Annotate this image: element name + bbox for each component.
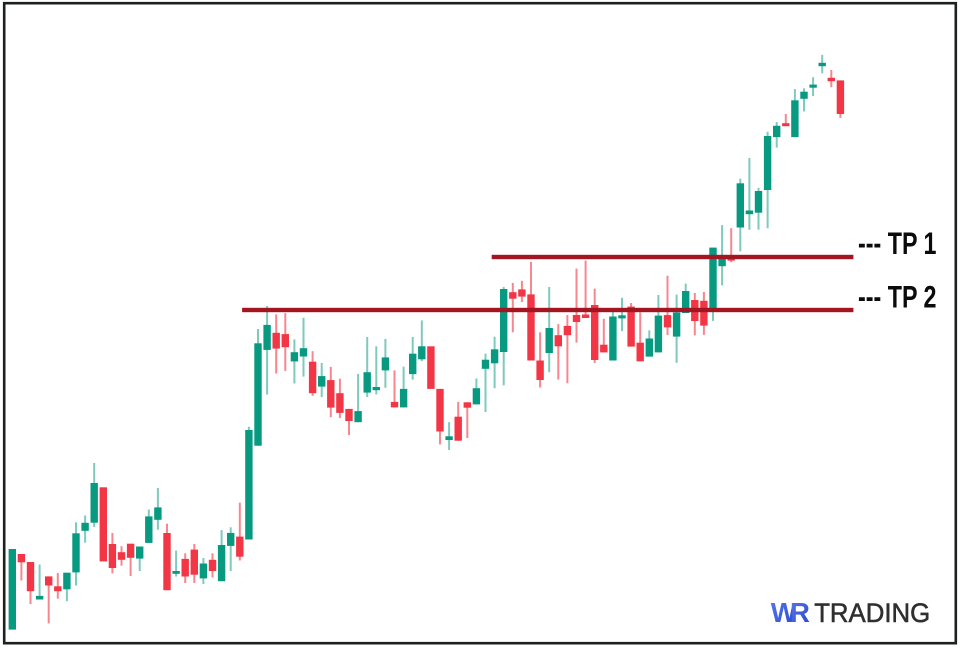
svg-text:W: W — [771, 597, 797, 628]
svg-text:R: R — [790, 597, 810, 628]
svg-text:--- TP 1: --- TP 1 — [858, 225, 937, 261]
svg-text:--- TP 2: --- TP 2 — [858, 278, 937, 314]
svg-text:TRADING: TRADING — [814, 598, 930, 628]
